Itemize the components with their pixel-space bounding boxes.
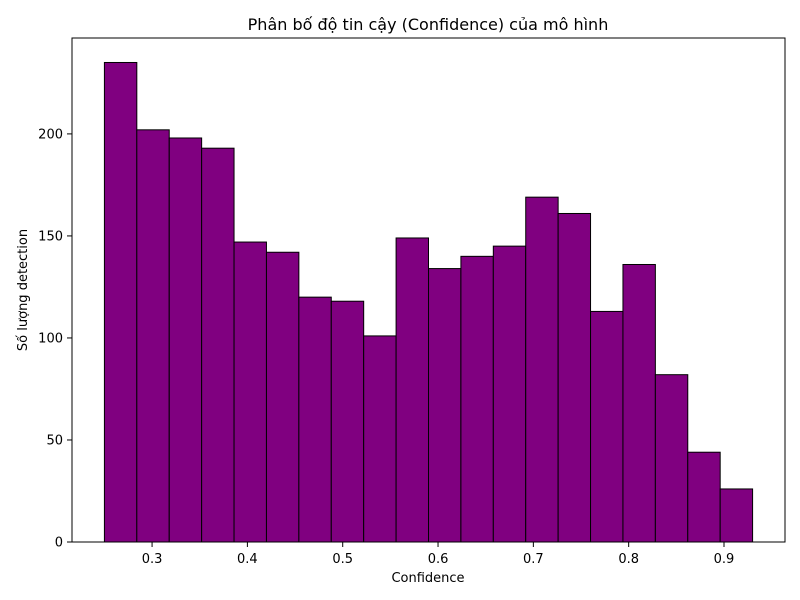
y-tick-label: 100 — [38, 331, 63, 346]
histogram-bar — [168, 137, 203, 543]
histogram-bar — [654, 374, 689, 543]
x-tick-label: 0.5 — [332, 552, 353, 567]
x-axis-ticks: 0.3 0.4 0.5 0.6 0.7 0.8 0.9 — [142, 542, 735, 567]
histogram-bar — [201, 147, 235, 543]
histogram-bar — [395, 237, 430, 543]
histogram-bar — [525, 196, 559, 543]
x-tick-label: 0.7 — [523, 552, 544, 567]
histogram-bar — [136, 129, 170, 543]
x-tick-label: 0.9 — [714, 552, 735, 567]
histogram-bar — [622, 263, 656, 543]
x-tick-label: 0.4 — [237, 552, 258, 567]
histogram-bar — [428, 268, 462, 543]
y-tick-label: 150 — [38, 229, 63, 244]
x-tick-label: 0.6 — [428, 552, 449, 567]
x-tick-label: 0.8 — [618, 552, 639, 567]
y-tick-label: 0 — [55, 536, 63, 551]
y-tick-label: 50 — [46, 433, 63, 448]
histogram-bar — [330, 300, 365, 543]
histogram-bar — [103, 61, 138, 543]
histogram-bar — [719, 488, 754, 543]
histogram-bar — [233, 241, 267, 543]
histogram-bars — [103, 61, 754, 543]
histogram-bar — [557, 212, 592, 543]
y-tick-label: 200 — [38, 127, 63, 142]
x-tick-label: 0.3 — [142, 552, 163, 567]
y-axis-label: Số lượng detection — [16, 229, 31, 351]
histogram-bar — [687, 451, 721, 543]
histogram-bar — [363, 335, 397, 543]
histogram-bar — [298, 296, 332, 543]
histogram-bar — [265, 251, 300, 543]
histogram-bar — [492, 245, 527, 543]
histogram-bar — [590, 310, 624, 543]
x-axis-label: Confidence — [391, 571, 464, 586]
histogram-bar — [460, 255, 494, 543]
y-axis-ticks: 0 50 100 150 200 — [38, 127, 72, 551]
chart-title: Phân bố độ tin cậy (Confidence) của mô h… — [248, 15, 609, 34]
plot-area-frame — [71, 37, 786, 543]
